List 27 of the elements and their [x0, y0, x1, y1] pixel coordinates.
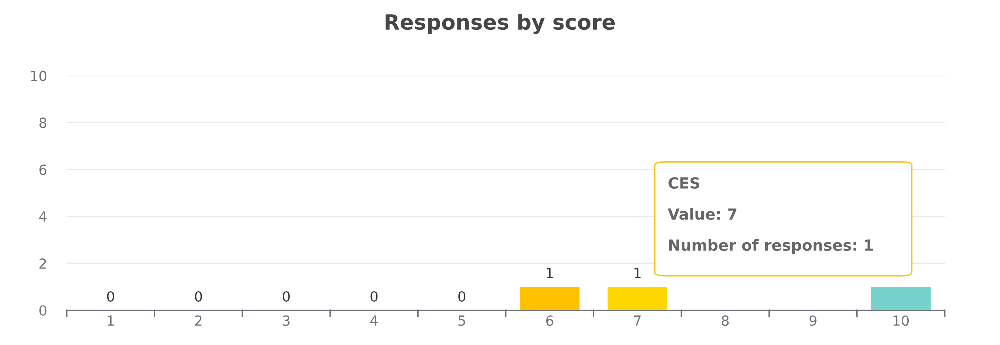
- y-tick-label: 2: [40, 258, 46, 269]
- annotation: Number of responses: 1: [669, 239, 874, 254]
- x-tick-label: 8: [722, 316, 729, 326]
- chart-title: Responses by score: [386, 14, 616, 34]
- x-tick-label: 3: [283, 316, 290, 326]
- y-tick-label: 4: [39, 212, 47, 222]
- x-tick-label: 9: [810, 316, 817, 326]
- x-tick-label: 2: [195, 316, 202, 326]
- y-tick-label: 6: [40, 164, 47, 176]
- annotation: Value: 7: [668, 208, 737, 220]
- annotation: CES: [668, 177, 700, 190]
- x-tick-label: 7: [634, 316, 641, 326]
- y-tick-label: 8: [40, 118, 47, 128]
- data-label: 0: [370, 291, 378, 302]
- data-label: 1: [547, 268, 554, 278]
- data-label: 0: [195, 291, 202, 302]
- data-label: 0: [458, 291, 466, 302]
- x-tick-label: 5: [458, 316, 466, 326]
- x-tick-label: 1: [108, 316, 114, 326]
- y-tick-label: 10: [31, 70, 47, 82]
- y-tick-label: 0: [40, 305, 47, 316]
- x-tick-label: 6: [546, 316, 554, 326]
- x-tick-label: 10: [894, 316, 910, 326]
- data-label: 1: [634, 268, 641, 278]
- x-tick-label: 4: [370, 316, 378, 326]
- data-label: 0: [107, 291, 114, 302]
- data-label: 0: [282, 291, 290, 302]
